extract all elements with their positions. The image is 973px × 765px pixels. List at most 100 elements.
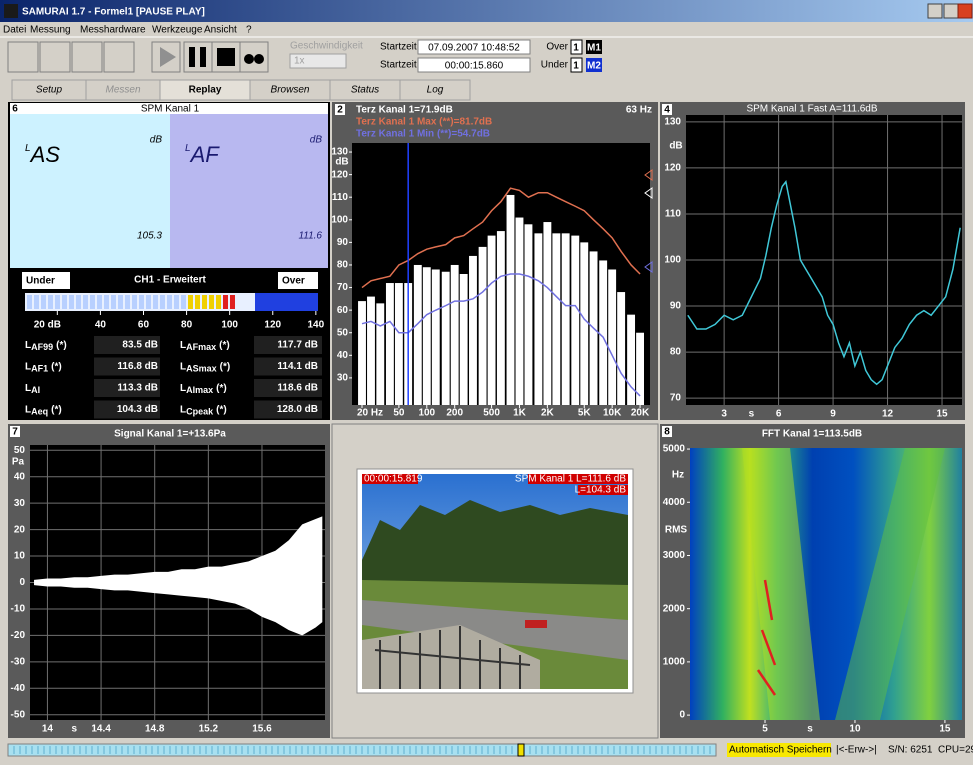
close-button[interactable] bbox=[957, 3, 973, 19]
play-icon bbox=[160, 47, 176, 67]
status-text: S/N: 6251 bbox=[888, 745, 933, 756]
y-tick-label: 70 bbox=[670, 393, 682, 404]
window-button[interactable] bbox=[943, 3, 959, 19]
meter-segment bbox=[41, 295, 46, 309]
y-tick-label: -10 bbox=[11, 604, 26, 615]
start-value: 07.09.2007 10:48:52 bbox=[428, 43, 520, 54]
x-tick-label: 14.4 bbox=[91, 724, 111, 735]
meter-segment bbox=[195, 295, 200, 309]
video-time-box bbox=[362, 474, 418, 484]
level-symbol: L bbox=[25, 143, 31, 154]
y-tick-label: 10 bbox=[14, 551, 26, 562]
fence bbox=[374, 626, 531, 689]
y-tick-label: 80 bbox=[337, 260, 349, 271]
x-tick-label: 3 bbox=[721, 409, 727, 420]
y-tick-label: 0 bbox=[19, 577, 25, 588]
start-label: Startzeit bbox=[380, 42, 417, 53]
over-label: Over bbox=[282, 276, 305, 287]
meter-tick-label: 120 bbox=[264, 320, 281, 331]
meter-segment bbox=[27, 295, 32, 309]
meter-segment bbox=[90, 295, 95, 309]
progress-thumb[interactable] bbox=[517, 743, 525, 757]
level-unit: dB bbox=[150, 135, 163, 146]
tab-label[interactable]: Status bbox=[351, 85, 379, 96]
under-box bbox=[570, 57, 583, 73]
stat-sub: AF99 bbox=[31, 342, 53, 352]
tool-button[interactable] bbox=[71, 41, 103, 73]
x-tick-label: 15 bbox=[936, 409, 948, 420]
level-name: LAF bbox=[185, 142, 220, 167]
panel-number: 8 bbox=[664, 427, 670, 438]
window-title: SAMURAI 1.7 - Formel1 [PAUSE PLAY] bbox=[22, 7, 205, 18]
menu-item[interactable]: Messung bbox=[30, 25, 71, 36]
y-tick-label: -50 bbox=[11, 709, 26, 720]
y-tick-label: 90 bbox=[670, 301, 682, 312]
window-button[interactable] bbox=[927, 3, 943, 19]
stat-sub: AI bbox=[31, 385, 40, 395]
x-tick-label: 14 bbox=[42, 724, 54, 735]
over-label: Over bbox=[546, 42, 568, 53]
y-tick-label: 110 bbox=[332, 192, 349, 203]
terz-bar bbox=[413, 264, 422, 405]
stat-symbol: L bbox=[180, 361, 186, 372]
video-level-box bbox=[528, 474, 628, 484]
tool-button[interactable] bbox=[239, 41, 269, 73]
menu-item[interactable]: Werkzeuge bbox=[152, 25, 203, 36]
tool-button[interactable] bbox=[183, 41, 213, 73]
stat-value-box bbox=[254, 400, 322, 419]
speed-combo[interactable] bbox=[289, 53, 347, 69]
meter-segment bbox=[34, 295, 39, 309]
tool-button[interactable] bbox=[7, 41, 39, 73]
stat-value: 104.3 dB bbox=[117, 404, 158, 415]
meter-tick-label: 140 bbox=[308, 320, 325, 331]
time-label: Startzeit bbox=[380, 60, 417, 71]
tab-label[interactable]: Browsen bbox=[271, 85, 310, 96]
y-tick-label: 80 bbox=[670, 347, 682, 358]
stat-suffix: (*) bbox=[220, 361, 231, 372]
panel-number-box bbox=[662, 104, 672, 115]
terz-bar bbox=[358, 301, 366, 405]
menu-item[interactable]: Datei bbox=[3, 25, 26, 36]
y-unit: Pa bbox=[12, 457, 25, 468]
x-tick-label: 10 bbox=[849, 724, 861, 735]
tab-label[interactable]: Replay bbox=[189, 85, 222, 96]
stat-sub: Cpeak bbox=[186, 407, 214, 417]
tab-label[interactable]: Log bbox=[427, 85, 444, 96]
meter-segment bbox=[125, 295, 130, 309]
stat-suffix: (*) bbox=[216, 404, 227, 415]
stat-suffix: (*) bbox=[216, 383, 227, 394]
tool-button[interactable] bbox=[39, 41, 71, 73]
m2-box bbox=[586, 58, 602, 72]
speed-value: 1x bbox=[294, 56, 305, 67]
menu-item[interactable]: Messhardware bbox=[80, 25, 146, 36]
m2: M2 bbox=[587, 61, 601, 72]
y-tick-label: 30 bbox=[14, 498, 26, 509]
y-tick-label: 1000 bbox=[663, 657, 686, 668]
terz-bar bbox=[376, 303, 385, 405]
terz-bar bbox=[459, 274, 468, 405]
x-tick-label: 9 bbox=[830, 409, 836, 420]
y-unit: Hz bbox=[672, 470, 684, 481]
tool-button[interactable] bbox=[103, 41, 135, 73]
x-tick-label: 5 bbox=[762, 724, 768, 735]
terz-bar bbox=[394, 283, 403, 405]
app-icon bbox=[4, 4, 18, 18]
level-name: LAS bbox=[25, 142, 60, 167]
stat-symbol: L bbox=[25, 340, 31, 351]
terz-bar bbox=[524, 224, 533, 405]
tab[interactable] bbox=[399, 79, 471, 101]
stat-value: 114.1 dB bbox=[277, 361, 318, 372]
tab-label[interactable]: Setup bbox=[36, 85, 63, 96]
terz-min-label: Terz Kanal 1 Min (**)=54.7dB bbox=[356, 129, 490, 140]
tab-label[interactable]: Messen bbox=[105, 85, 140, 96]
menu-item[interactable]: ? bbox=[246, 25, 252, 36]
laf-area bbox=[170, 114, 328, 268]
stat-sub: ASmax bbox=[186, 364, 217, 374]
x-unit: s bbox=[749, 409, 755, 420]
menu-item[interactable]: Ansicht bbox=[204, 25, 237, 36]
stat-suffix: (*) bbox=[51, 361, 62, 372]
title-bar bbox=[0, 0, 973, 22]
meter-segment bbox=[97, 295, 102, 309]
meter-segment bbox=[202, 295, 207, 309]
stat-symbol: L bbox=[180, 404, 186, 415]
